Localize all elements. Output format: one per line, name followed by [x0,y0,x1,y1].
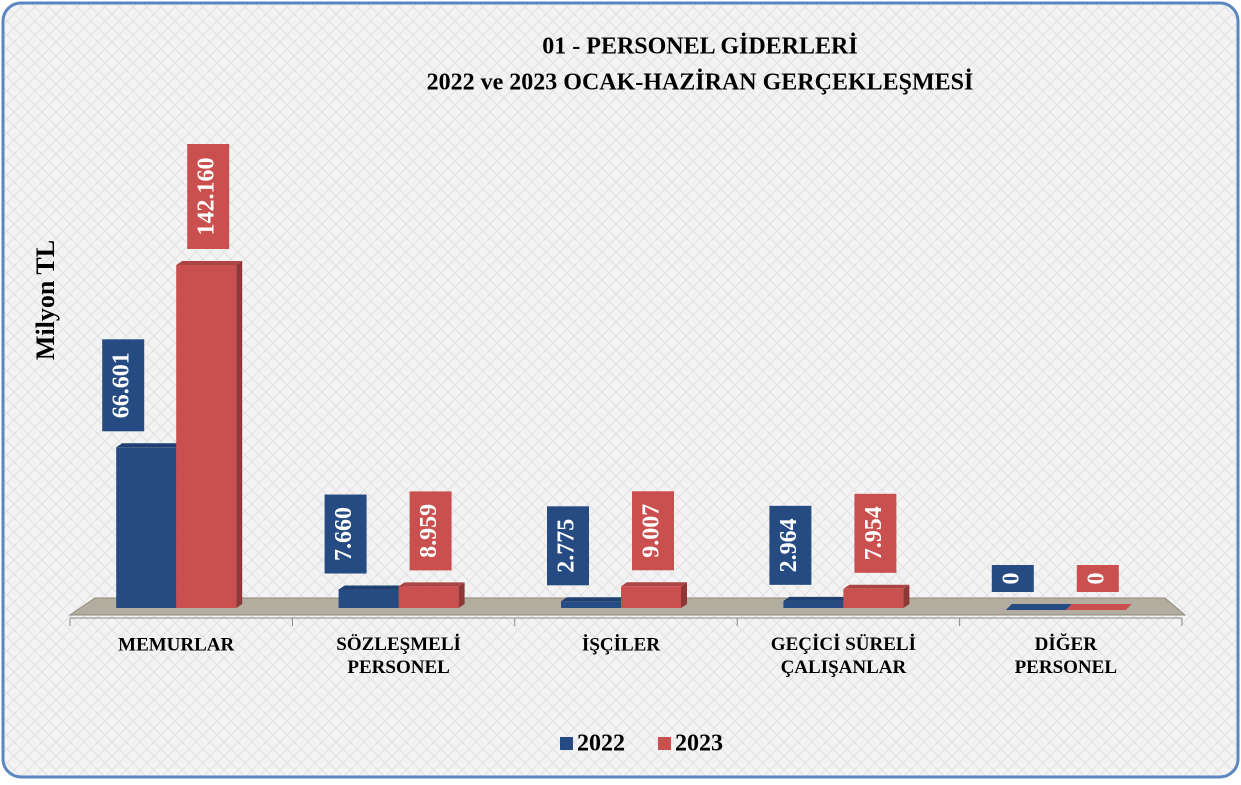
legend-swatch [658,737,671,750]
bar [561,601,621,608]
chart-subtitle: 2022 ve 2023 OCAK-HAZİRAN GERÇEKLEŞMESİ [427,70,974,96]
bar [1065,604,1132,610]
bar [398,586,459,608]
legend-label: 2023 [675,731,723,757]
bar [621,586,681,608]
bar-top [116,443,183,448]
value-label: 0 [1083,573,1109,585]
bar-top [398,582,465,587]
bar-top [783,596,850,601]
value-label-box [324,494,367,574]
value-label-box [102,339,145,432]
x-tick-label: DİĞER PERSONEL [1015,633,1117,678]
bar [176,265,237,608]
bar-side [236,261,243,608]
bar-side [681,582,687,608]
x-tick-label: İŞÇİLER [582,634,660,655]
value-label: 8.959 [416,504,442,558]
x-tick-label: GEÇİCİ SÜRELİ ÇALIŞANLAR [771,634,916,678]
value-label: 0 [998,573,1024,585]
value-label: 142.160 [194,158,220,236]
x-tick-label: SÖZLEŞMELİ PERSONEL [336,634,461,678]
value-label-box [187,144,230,249]
value-label-box [409,491,452,571]
value-label: 7.954 [861,506,887,560]
bar [1005,604,1072,610]
bar [338,589,399,608]
bar-side [903,584,910,608]
bar [783,600,844,608]
value-label: 2.964 [776,518,802,572]
bar [116,447,177,608]
value-label-box [632,491,674,571]
bar-top [621,582,687,587]
value-label: 2.775 [554,519,580,573]
bar-top [176,261,243,265]
value-label: 66.601 [109,352,135,418]
value-label-box [854,493,897,573]
value-label: 7.660 [331,507,357,561]
x-tick-label: MEMURLAR [118,634,234,655]
legend-label: 2022 [577,731,625,757]
bar-side [458,582,465,608]
bar-top [843,584,910,589]
bar [843,588,904,608]
value-label: 9.007 [639,504,665,558]
bar-top [561,597,627,602]
y-axis-label: Milyon TL [31,240,60,360]
bar-top [338,585,405,590]
value-label-box [547,506,589,586]
chart-title: 01 - PERSONEL GİDERLERİ [542,34,857,60]
legend-swatch [560,737,573,750]
value-label-box [769,505,812,585]
value-label-box [1076,565,1119,592]
value-label-box [991,565,1034,592]
